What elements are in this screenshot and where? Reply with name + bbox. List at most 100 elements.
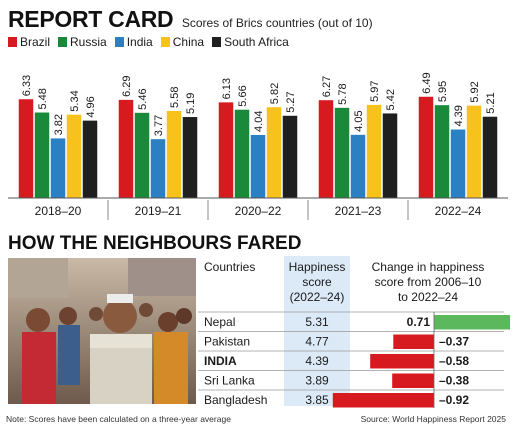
row-score: 4.77 — [305, 335, 329, 349]
bar-value-label: 5.82 — [269, 83, 281, 104]
bar — [466, 105, 482, 198]
bar-value-label: 5.78 — [337, 83, 349, 104]
legend-swatch — [8, 37, 17, 47]
change-bar — [393, 334, 434, 349]
category-label: 2022–24 — [435, 204, 482, 218]
bar — [150, 139, 166, 198]
source-note: Source: World Happiness Report 2025 — [360, 414, 506, 424]
category-label: 2020–22 — [235, 204, 282, 218]
change-label: –0.38 — [439, 374, 469, 388]
change-label: –0.37 — [439, 335, 469, 349]
bar — [266, 107, 282, 198]
bar — [418, 96, 434, 198]
bar — [382, 113, 398, 198]
bar — [282, 115, 298, 198]
category-label: 2018–20 — [35, 204, 82, 218]
change-label: –0.92 — [439, 393, 469, 407]
bar-value-label: 5.46 — [137, 88, 149, 109]
bar-value-label: 3.82 — [53, 114, 65, 135]
bar-value-label: 5.97 — [369, 80, 381, 101]
bar-group: 6.13 5.66 4.04 5.82 5.27 2020–22 — [207, 78, 298, 220]
legend-label: South Africa — [224, 35, 289, 49]
col-header-change: Change in happiness — [372, 260, 485, 274]
legend-label: Brazil — [20, 35, 51, 49]
bar-group: 6.49 5.95 4.39 5.92 5.21 2022–24 — [407, 72, 498, 220]
row-score: 3.85 — [305, 393, 329, 407]
bar-value-label: 3.77 — [153, 115, 165, 136]
change-label: 0.71 — [407, 315, 431, 329]
bar — [182, 117, 198, 198]
bar — [66, 114, 82, 198]
bar-group: 6.27 5.78 4.05 5.97 5.42 2021–23 — [307, 76, 398, 220]
bar-value-label: 6.27 — [321, 76, 333, 97]
bar-value-label: 4.05 — [353, 110, 365, 131]
row-country: Pakistan — [204, 335, 250, 349]
chart-title: REPORT CARD — [8, 6, 174, 32]
legend-label: China — [172, 35, 205, 49]
bar — [366, 104, 382, 198]
bar — [334, 107, 350, 198]
bar — [166, 110, 182, 198]
bar-value-label: 5.27 — [285, 91, 297, 112]
bar — [450, 129, 466, 198]
col-header-score: Happiness — [289, 260, 346, 274]
row-country: Bangladesh — [204, 393, 267, 407]
bar-value-label: 5.34 — [69, 90, 81, 111]
bar — [218, 102, 234, 198]
bar — [350, 134, 366, 198]
legend-label: Russia — [70, 35, 107, 49]
bar — [50, 138, 66, 198]
bar-value-label: 5.92 — [469, 81, 481, 102]
row-score: 5.31 — [305, 315, 329, 329]
legend-item-south-africa: South Africa — [212, 35, 289, 49]
bar-value-label: 5.19 — [185, 93, 197, 114]
bar-value-label: 6.29 — [121, 75, 133, 96]
legend-item-russia: Russia — [58, 35, 107, 49]
legend-label: India — [126, 35, 153, 49]
section-title: HOW THE NEIGHBOURS FARED — [8, 233, 302, 254]
bar-value-label: 5.95 — [437, 81, 449, 102]
bar-value-label: 5.48 — [37, 88, 49, 109]
col-header-score: score — [302, 275, 332, 289]
score-column-bg — [284, 256, 350, 406]
row-score: 4.39 — [305, 354, 329, 368]
change-bar — [392, 373, 434, 388]
col-header-score: (2022–24) — [290, 290, 345, 304]
col-header-countries: Countries — [204, 260, 255, 274]
change-bar — [434, 315, 510, 330]
legend-item-china: China — [160, 35, 205, 49]
row-country: INDIA — [204, 354, 237, 368]
legend-item-india: India — [114, 35, 153, 49]
bar-value-label: 5.42 — [385, 89, 397, 110]
row-country: Sri Lanka — [204, 374, 255, 388]
bar — [34, 112, 50, 198]
bar-group: 6.33 5.48 3.82 5.34 4.96 2018–20 — [18, 75, 98, 218]
bar — [118, 99, 134, 198]
chart-title-row: REPORT CARD Scores of Brics countries (o… — [8, 6, 373, 32]
change-bar — [370, 354, 434, 369]
legend-swatch — [114, 37, 124, 47]
legend-swatch — [58, 37, 68, 47]
row-score: 3.89 — [305, 374, 329, 388]
bar-value-label: 4.04 — [253, 111, 265, 132]
change-bar — [332, 393, 434, 408]
bar-value-label: 6.49 — [421, 72, 433, 93]
bar — [318, 100, 334, 198]
bar-value-label: 4.39 — [453, 105, 465, 126]
bar-value-label: 6.33 — [21, 75, 33, 96]
bar-group: 6.29 5.46 3.77 5.58 5.19 2019–21 — [107, 75, 198, 220]
chart-legend: Brazil Russia India China South Africa — [8, 35, 297, 49]
bar — [82, 120, 98, 198]
legend-swatch — [212, 37, 222, 47]
crowd-photo — [8, 258, 196, 404]
chart-subtitle: Scores of Brics countries (out of 10) — [181, 16, 373, 30]
col-header-change: score from 2006–10 — [375, 275, 482, 289]
category-label: 2019–21 — [135, 204, 182, 218]
bar — [18, 99, 34, 198]
change-label: –0.58 — [439, 354, 469, 368]
bar-value-label: 5.21 — [485, 92, 497, 113]
bar-value-label: 4.96 — [85, 96, 97, 117]
col-header-change: to 2022–24 — [398, 290, 458, 304]
bar — [134, 112, 150, 198]
